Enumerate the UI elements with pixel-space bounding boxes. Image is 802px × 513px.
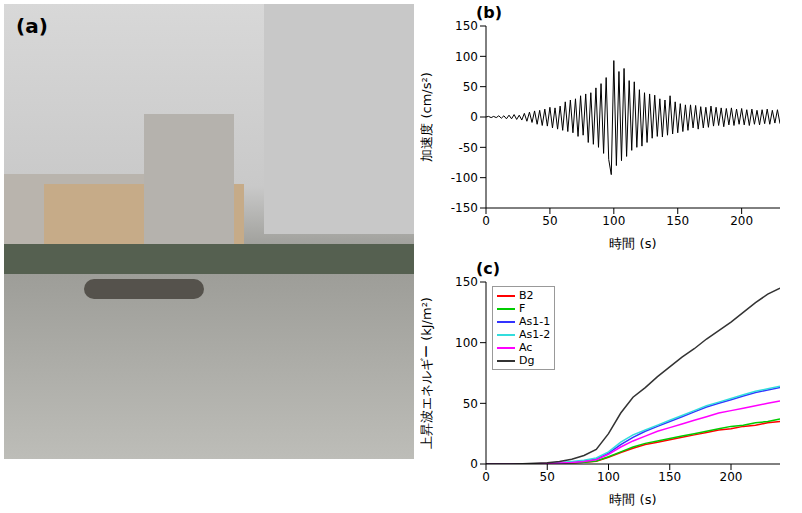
html-text:As1-2: As1-2 [519,328,551,341]
html-text:(c): (c) [476,259,501,278]
svg-text:加速度 (cm/s²): 加速度 (cm/s²) [420,72,434,161]
svg-text:0: 0 [470,457,478,471]
svg-text:150: 150 [455,275,478,289]
svg-text:100: 100 [597,470,620,484]
svg-text:0: 0 [482,214,490,228]
svg-text:100: 100 [455,336,478,350]
svg-text:100: 100 [455,50,478,64]
svg-text:150: 150 [658,470,681,484]
svg-text:200: 200 [730,214,753,228]
svg-text:0: 0 [470,110,478,124]
svg-text:-50: -50 [458,141,478,155]
svg-text:150: 150 [666,214,689,228]
svg-text:50: 50 [463,80,478,94]
svg-text:100: 100 [602,214,625,228]
html-text:As1-1: As1-1 [519,315,551,328]
html-text:Dg: Dg [519,354,535,367]
html-text:(b): (b) [476,3,503,22]
html-text:F: F [519,302,526,315]
svg-text:-150: -150 [451,201,478,215]
svg-text:0: 0 [482,470,490,484]
svg-text:-100: -100 [451,171,478,185]
svg-text:50: 50 [542,214,557,228]
html-text:Ac: Ac [519,341,533,354]
svg-text:200: 200 [720,470,743,484]
svg-text:上昇波エネルギー (kJ/m²): 上昇波エネルギー (kJ/m²) [420,297,434,449]
svg-text:50: 50 [463,397,478,411]
html-text:(a): (a) [16,14,48,38]
svg-text:50: 50 [540,470,555,484]
html-text:B2: B2 [519,289,534,302]
svg-text:時間 (s): 時間 (s) [609,236,656,251]
svg-text:時間 (s): 時間 (s) [609,492,656,507]
svg-text:150: 150 [455,19,478,33]
